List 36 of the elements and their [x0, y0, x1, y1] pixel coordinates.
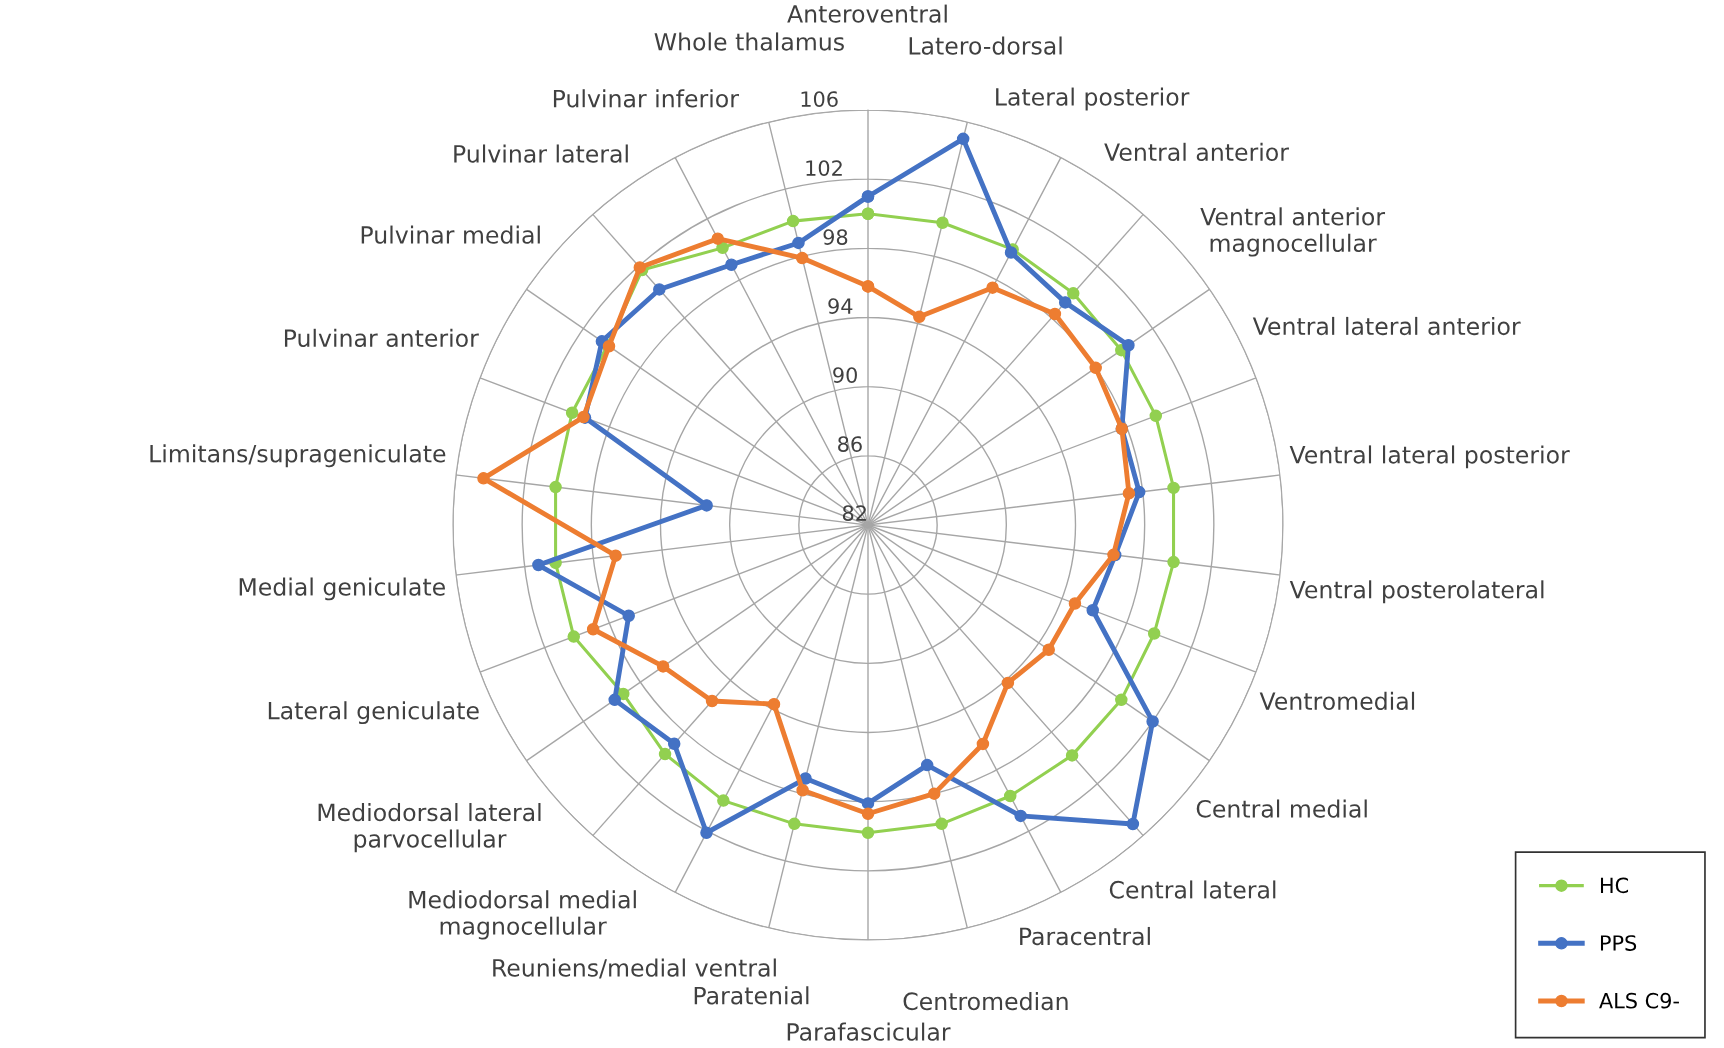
spoke-label: Pulvinar anterior: [284, 328, 479, 348]
spoke-label: Limitans/suprageniculate: [150, 444, 446, 468]
spoke-label: Ventral posterolateral: [1289, 580, 1544, 604]
spoke-label: Pulvinar lateral: [454, 144, 628, 163]
y-tick-label: 102: [806, 160, 842, 176]
spoke-label: Lateral posterior: [996, 87, 1190, 111]
y-tick-label: 86: [838, 436, 862, 452]
y-tick-label: 94: [828, 298, 853, 314]
spoke-label: Mediodorsal lateral parvocellular: [318, 803, 541, 853]
spoke-label: Ventral anterior magnocellular: [1200, 207, 1386, 257]
spoke-label: Whole thalamus: [654, 32, 844, 51]
spoke-label: Ventral anterior: [1104, 142, 1289, 162]
spoke-label: Centromedian: [903, 991, 1068, 1011]
spoke-label: Latero-dorsal: [909, 36, 1062, 55]
y-tick-label: 106: [801, 91, 838, 107]
spoke-label: Paratenial: [694, 986, 809, 1005]
spoke-label: Reuniens/medial ventral: [493, 958, 776, 979]
spoke-label: Paracentral: [1020, 926, 1150, 946]
spoke-label: Central lateral: [1109, 880, 1276, 899]
spoke-label: Pulvinar medial: [361, 225, 540, 244]
spoke-label: Parafascicular: [787, 1022, 951, 1041]
legend-label: PPS: [1600, 935, 1637, 951]
spoke-label: Medial geniculate: [239, 577, 445, 601]
spoke-label: Ventromedial: [1259, 691, 1415, 711]
legend-label: ALS C9-: [1599, 992, 1679, 1009]
spoke-label: Ventral lateral posterior: [1289, 445, 1570, 469]
y-tick-label: 82: [842, 505, 866, 521]
legend-label: HC: [1600, 877, 1629, 894]
spoke-label: Pulvinar inferior: [553, 89, 739, 108]
spoke-label: Ventral lateral anterior: [1252, 316, 1521, 336]
spoke-label: Central medial: [1196, 799, 1367, 818]
spoke-label: Lateral geniculate: [268, 701, 479, 725]
spoke-label: Mediodorsal medial magnocellular: [409, 890, 636, 940]
y-tick-label: 90: [833, 367, 857, 383]
spoke-label: Anteroventral: [787, 4, 947, 23]
y-tick-label: 98: [823, 229, 848, 245]
